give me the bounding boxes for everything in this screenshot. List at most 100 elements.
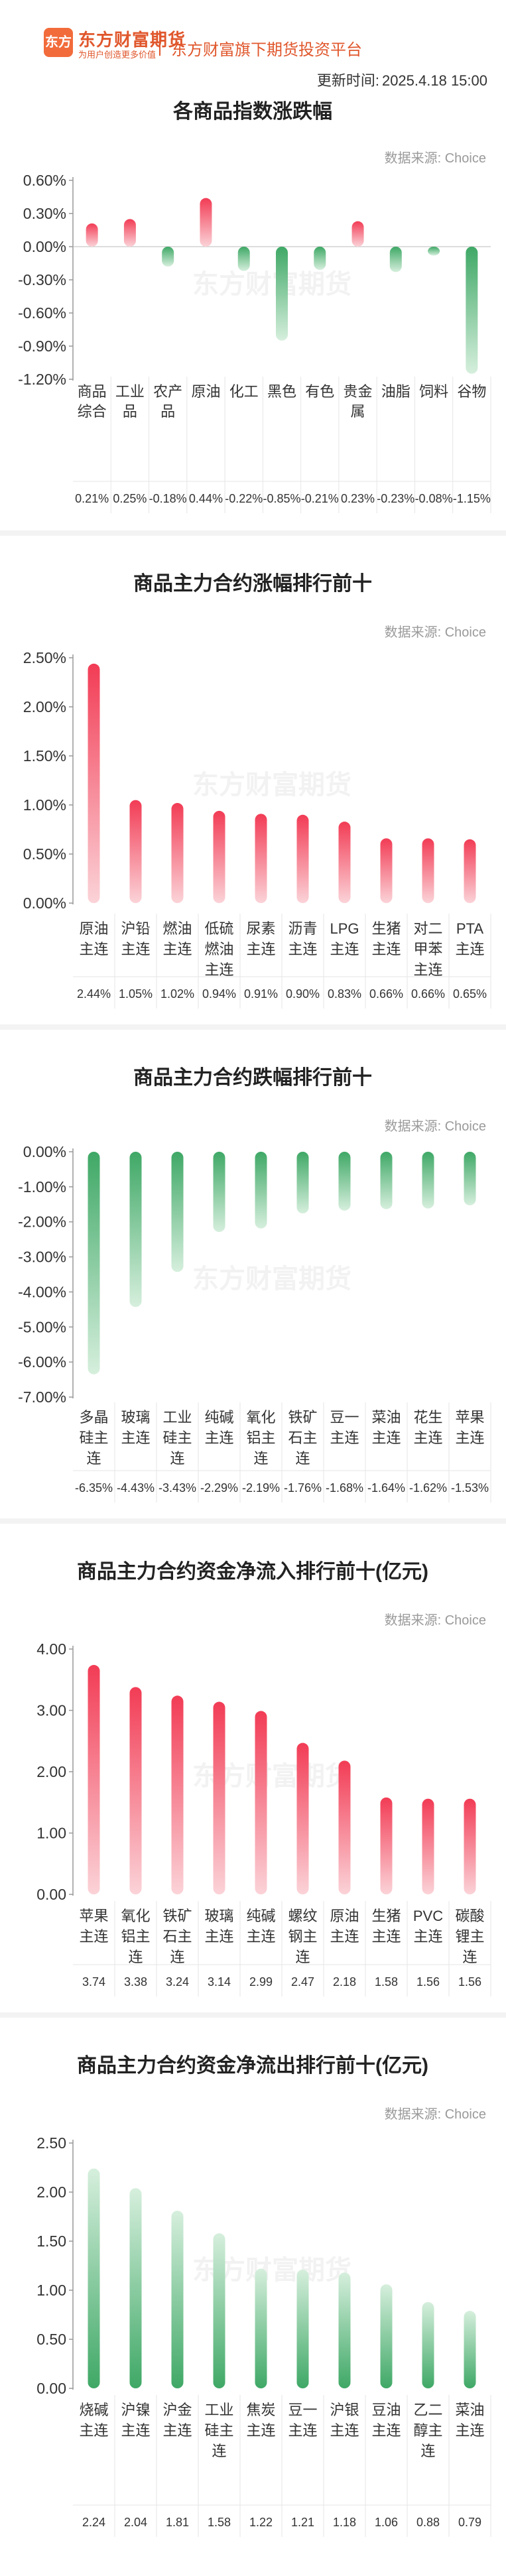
value-label: 2.99 <box>249 1975 273 1989</box>
value-label: -1.76% <box>284 1481 322 1495</box>
value-label: -1.68% <box>326 1481 363 1495</box>
chart-title: 商品主力合约资金净流出排行前十(亿元) <box>77 2054 428 2077</box>
category-table: 多晶硅主连 -6.35% 玻璃主连 -4.43% 工业硅主连 -3.43% 纯碱主连 -2.2… <box>73 1402 491 1503</box>
watermark: 东方财富期货 <box>192 270 351 299</box>
y-tick-label: -4.00% <box>18 1283 66 1300</box>
x-category-label: PTA 主连 <box>455 920 484 957</box>
x-category-label: 商品综合 <box>78 383 107 420</box>
data-source-label: 数据来源: Choice <box>385 625 486 640</box>
chart-bar <box>422 1152 434 1209</box>
chart-bar <box>129 800 142 903</box>
x-category-label: 菜油主连 <box>455 2402 484 2439</box>
value-label: 0.66% <box>411 987 445 1001</box>
y-tick-label: 0.30% <box>23 205 66 222</box>
chart-bar <box>213 1701 225 1894</box>
value-label: 0.44% <box>189 492 223 505</box>
chart-bar <box>380 1797 393 1894</box>
chart-bar <box>213 1152 225 1233</box>
chart-bar <box>162 247 174 267</box>
y-tick-label: 0.00% <box>23 894 66 912</box>
chart-bar <box>255 2268 267 2388</box>
chart-bar <box>338 2272 351 2388</box>
y-tick-label: -2.00% <box>18 1213 66 1231</box>
value-label: -1.64% <box>367 1481 405 1495</box>
value-label: -4.43% <box>117 1481 155 1495</box>
chart-bar <box>171 1695 184 1894</box>
value-label: -2.29% <box>200 1481 238 1495</box>
y-tick-label: -6.00% <box>18 1353 66 1371</box>
value-label: 1.21 <box>291 2516 314 2529</box>
x-category-label: 纯碱主连 <box>246 1908 275 1945</box>
x-category-label: 生猪主连 <box>371 1908 401 1945</box>
chart-svg: 商品主力合约资金净流入排行前十(亿元)数据来源: Choice东方财富期货4.0… <box>36 1560 491 1996</box>
x-category-label: 农产品 <box>153 383 182 420</box>
chart-bar <box>296 814 309 903</box>
x-category-label: 螺纹钢主连 <box>288 1908 317 1965</box>
value-label: -0.85% <box>263 492 300 505</box>
chart-bar <box>129 1152 142 1308</box>
chart-title: 商品主力合约资金净流入排行前十(亿元) <box>77 1560 428 1583</box>
value-label: 2.24 <box>82 2516 105 2529</box>
data-source-label: 数据来源: Choice <box>385 2107 486 2122</box>
x-category-label: 对二甲苯主连 <box>413 920 442 978</box>
chart-bar <box>380 2284 393 2388</box>
value-label: 0.91% <box>244 987 278 1001</box>
section-divider <box>0 530 506 536</box>
chart-bar <box>88 1665 100 1894</box>
chart-bar <box>123 219 136 247</box>
chart-bar <box>129 1687 142 1894</box>
brand-slogan: 为用户创造更多价值 <box>78 50 157 60</box>
value-label: 3.74 <box>82 1975 105 1989</box>
y-tick-label: 2.00% <box>23 698 66 715</box>
y-tick-label: 3.00 <box>36 1702 66 1719</box>
chart-bar <box>86 223 98 247</box>
x-category-label: 豆油主连 <box>371 2402 401 2439</box>
x-category-label: 多晶硅主连 <box>79 1409 108 1467</box>
section-divider <box>0 1024 506 1030</box>
x-category-label: 低硫燃油主连 <box>204 920 233 978</box>
chart-bar <box>213 2233 225 2388</box>
value-label: -0.23% <box>377 492 414 505</box>
chart-bar <box>380 838 393 903</box>
x-category-label: 沪镍主连 <box>121 2402 150 2439</box>
x-category-label: 玻璃主连 <box>121 1409 150 1446</box>
value-label: -0.08% <box>415 492 453 505</box>
chart-bar <box>428 247 440 256</box>
chart-bar <box>466 247 478 374</box>
x-category-label: 原油主连 <box>330 1908 359 1945</box>
x-category-label: 饲料 <box>419 383 448 400</box>
chart-bar <box>200 198 212 247</box>
x-category-label: 氧化铝主连 <box>246 1409 275 1467</box>
value-label: 0.21% <box>75 492 109 505</box>
chart-bar <box>351 221 364 247</box>
value-label: 1.58 <box>208 2516 231 2529</box>
y-tick-label: 0.50% <box>23 845 66 863</box>
page-header: 东方 东方财富期货 为用户创造更多价值 东方财富旗下期货投资平台 更新时间: 20… <box>0 0 506 99</box>
value-label: -3.43% <box>158 1481 196 1495</box>
value-label: 2.44% <box>77 987 111 1001</box>
y-tick-label: 4.00 <box>36 1640 66 1658</box>
value-label: 3.14 <box>208 1975 231 1989</box>
x-category-label: 烧碱主连 <box>79 2402 108 2439</box>
value-label: 1.02% <box>160 987 194 1001</box>
x-category-label: 工业硅主连 <box>204 2402 233 2459</box>
x-category-label: 纯碱主连 <box>204 1409 233 1446</box>
value-label: 1.58 <box>375 1975 398 1989</box>
brand-separator <box>159 31 160 56</box>
chart-bar <box>88 2168 100 2388</box>
x-category-label: 乙二醇主连 <box>413 2402 442 2459</box>
x-category-label: 豆一主连 <box>288 2402 317 2439</box>
chart-bar <box>171 2211 184 2388</box>
chart-net-inflow: 商品主力合约资金净流入排行前十(亿元) 数据来源: Choice 东方财富期货 4.0… <box>0 1548 506 2012</box>
update-time-row: 更新时间: 2025.4.18 15:00 <box>314 69 487 90</box>
value-label: 0.66% <box>369 987 403 1001</box>
chart-bar <box>296 1152 309 1214</box>
x-category-label: 菜油主连 <box>371 1409 401 1446</box>
x-category-label: 工业硅主连 <box>162 1409 192 1467</box>
chart-bar <box>464 2311 476 2388</box>
y-tick-label: 2.50% <box>23 649 66 666</box>
section-divider <box>0 2012 506 2018</box>
y-tick-label: 2.50 <box>36 2134 66 2152</box>
